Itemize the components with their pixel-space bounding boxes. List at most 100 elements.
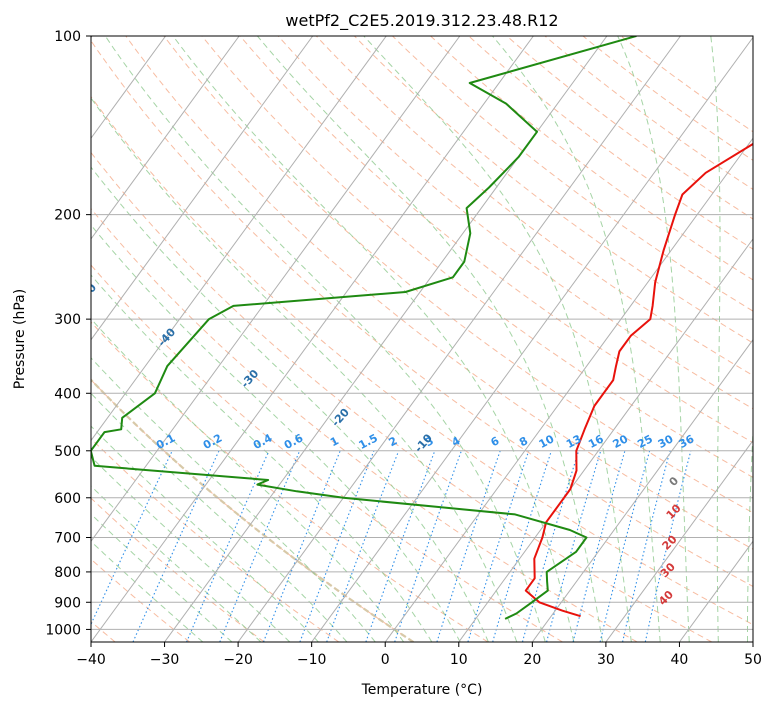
dry-adiabat [430,36,753,281]
mixing-ratio-label: 13 [564,432,584,451]
moist-adiabat [91,392,348,642]
moist-adiabat [91,224,461,642]
isotherm [91,36,167,140]
mixing-ratio-label: 2 [387,434,400,449]
grid-layer [91,36,753,642]
mixing-ratio-label: 1.5 [357,431,380,452]
dry-adiabat [125,36,753,550]
x-tick-label: −20 [223,652,253,668]
line-label-layer: 0.10.20.40.611.52346810131620253036-100-… [6,239,697,608]
dry-adiabat [91,151,713,642]
isotherm [91,36,461,543]
mixing-ratio-line [394,450,462,642]
mixing-ratio-line [492,450,552,642]
moist-adiabat [91,456,291,642]
moist-adiabat [91,513,233,642]
moist-adiabat [710,36,721,642]
moist-adiabat-label: 40 [656,588,676,608]
isotherm [752,641,753,642]
y-tick-label: 1000 [45,622,81,638]
isotherm [91,36,387,442]
dry-adiabat [91,497,265,642]
moist-adiabat [91,357,376,642]
reference-adiabat [91,378,415,642]
y-tick-label: 700 [54,531,81,547]
x-axis-label: Temperature (°C) [361,682,483,698]
mixing-ratio-label: 16 [586,432,606,451]
axis-layer: −40 −30 −20 −10 0 10 20 30 40 5010020030040050060… [45,29,762,668]
isotherm [679,540,753,642]
mixing-ratio-label: 0.2 [201,431,224,452]
mixing-ratio-label: 20 [611,432,631,451]
dry-adiabat [392,36,753,312]
dry-adiabat [163,36,753,514]
mixing-ratio-label: 30 [656,432,676,451]
mixing-ratio-line [572,450,626,642]
x-tick-label: −10 [297,652,327,668]
dry-adiabat [91,95,753,626]
profile-line-2 [91,36,637,620]
mixing-ratio-line [546,450,602,642]
dry-adiabat [315,36,753,377]
dry-adiabat [354,36,753,344]
moist-adiabat [747,422,753,642]
dry-adiabat-label: -20 [329,406,352,430]
mixing-ratio-label: 25 [635,432,655,451]
dry-adiabat-label: -50 [76,281,99,305]
mixing-ratio-line [219,450,301,642]
isotherm [311,36,753,642]
isotherm [91,36,314,341]
y-tick-label: 600 [54,491,81,507]
mixing-ratio-label: 0.1 [154,431,177,452]
mixing-ratio-label: 4 [450,434,463,449]
mixing-ratio-label: 1 [328,434,341,449]
mixing-ratio-line [299,450,375,642]
mixing-ratio-label: 10 [537,432,557,451]
x-tick-label: −30 [150,652,180,668]
mixing-ratio-label: 0.4 [251,431,275,452]
dry-adiabat [91,207,638,642]
mixing-ratio-line [521,450,580,642]
chart-title: wetPf2_C2E5.2019.312.23.48.R12 [285,11,558,31]
moist-adiabat [363,36,632,642]
isotherm [384,137,753,642]
y-tick-label: 200 [54,208,81,224]
y-tick-label: 400 [54,386,81,402]
moist-adiabat [492,36,661,642]
isotherm [164,36,608,642]
profile-line-1 [524,142,753,618]
moist-adiabat [172,36,575,642]
dry-adiabat-label: -30 [238,367,261,391]
moist-adiabat [91,540,204,642]
moist-adiabat-label: 30 [658,560,678,580]
plot-frame [90,35,754,643]
mixing-ratio-line [132,450,220,642]
dry-adiabat [506,36,753,220]
y-tick-label: 500 [54,444,81,460]
dry-adiabat-label: -60 [6,239,29,263]
y-tick-label: 300 [54,312,81,328]
x-tick-label: 0 [381,652,390,668]
mixing-ratio-label: 0.6 [282,431,306,452]
y-tick-label: 900 [54,595,81,611]
moist-adiabat [91,97,518,642]
mixing-ratio-label: 36 [677,432,697,451]
moist-adiabat [104,36,546,642]
moist-adiabat [91,166,489,642]
isotherm [91,36,240,240]
x-tick-label: 30 [597,652,615,668]
y-tick-label: 800 [54,565,81,581]
moist-adiabat [617,36,690,642]
mixing-ratio-line [436,450,501,642]
dry-adiabat [91,264,563,642]
mixing-ratio-line [262,450,341,642]
x-tick-label: 20 [523,652,541,668]
mixing-ratio-line [622,450,671,642]
mixing-ratio-line [599,450,651,642]
dry-adiabat [91,39,753,587]
y-axis-label: Pressure (hPa) [12,289,28,389]
moist-adiabat [257,36,604,642]
x-tick-label: 50 [744,652,762,668]
